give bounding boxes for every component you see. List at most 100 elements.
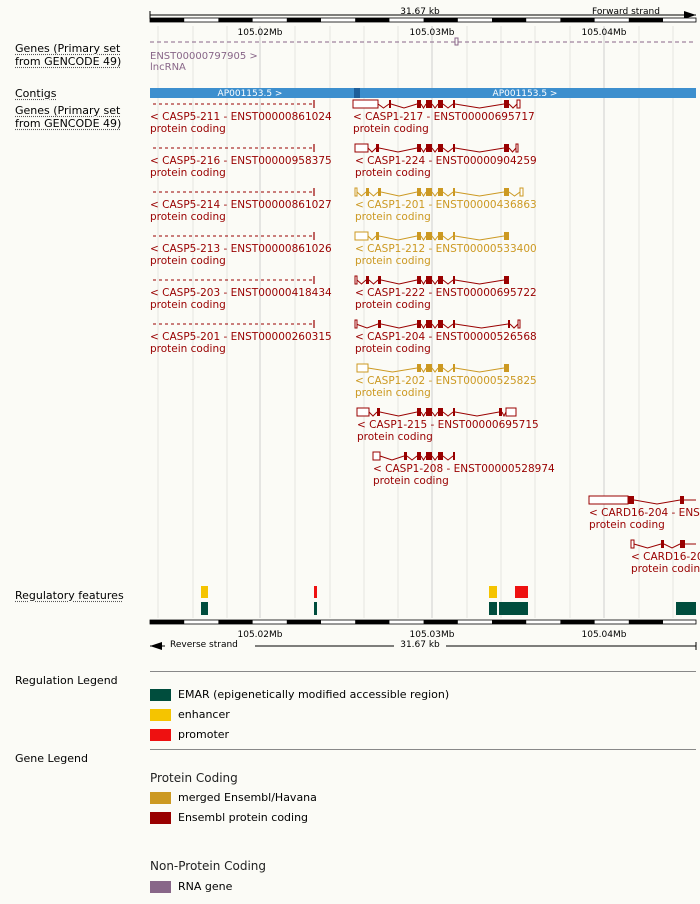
lncrna-transcript[interactable]: ENST00000797905 > lncRNA	[150, 37, 696, 73]
track-label-regulatory-features[interactable]: Regulatory features	[15, 589, 124, 602]
transcript-name: < CASP1-201 - ENST00000436863	[355, 199, 537, 211]
transcript-name: < CASP1-215 - ENST00000695715	[357, 419, 539, 431]
utr-block	[515, 143, 519, 153]
intron	[431, 367, 439, 373]
transcript-biotype: protein coding	[150, 299, 226, 311]
coding-exon	[453, 144, 455, 152]
intron	[367, 235, 377, 241]
track-label-genes-protein-coding[interactable]: Genes (Primary set from GENCODE 49)	[15, 104, 122, 130]
coding-exon	[404, 452, 407, 460]
transcript-biotype: protein coding	[373, 475, 449, 487]
lncrna-biotype: lncRNA	[150, 62, 186, 73]
transcript-biotype: protein coding	[353, 123, 429, 135]
intron	[454, 103, 505, 109]
transcript-biotype: protein coding	[355, 167, 431, 179]
intron	[442, 103, 454, 109]
coding-exon	[438, 188, 443, 196]
scale-segment	[355, 18, 390, 22]
intron	[431, 191, 439, 197]
transcript-biotype: protein coding	[357, 431, 433, 443]
promoter-feature	[314, 586, 317, 598]
scale-segment	[218, 18, 253, 22]
coding-exon	[417, 320, 421, 328]
coding-exon	[453, 452, 455, 460]
coding-exon	[453, 276, 455, 284]
coding-exon	[426, 276, 432, 284]
top-ruler: 31.67 kb Forward strand 105.02Mb 105.03M…	[149, 7, 697, 38]
track-label-contigs[interactable]: Contigs	[15, 87, 57, 100]
coding-exon	[426, 364, 432, 372]
intron	[454, 235, 505, 241]
intron	[633, 499, 681, 505]
promoter-swatch	[150, 729, 171, 741]
scale-segment	[628, 620, 663, 624]
grid-lines	[157, 26, 674, 618]
utr-block	[630, 539, 635, 549]
intron	[501, 411, 507, 418]
promoter-feature	[515, 586, 528, 598]
coding-exon	[453, 364, 455, 372]
bottom-tick-label-1: 105.02Mb	[238, 630, 283, 640]
coding-exon	[417, 276, 421, 284]
intron	[367, 147, 377, 153]
intron	[420, 323, 427, 329]
utr-block	[588, 495, 629, 505]
contig-label-2: AP001153.5 >	[493, 89, 558, 99]
bottom-tick-label-3: 105.04Mb	[582, 630, 627, 640]
coding-exon	[426, 100, 432, 108]
utr-block	[517, 319, 521, 329]
scale-segment	[423, 620, 458, 624]
intron	[420, 235, 427, 241]
coding-exon	[438, 232, 443, 240]
intron	[420, 279, 427, 285]
transcript-biotype: protein coding	[150, 211, 226, 223]
transcript-name: < CASP1-202 - ENST00000525825	[355, 375, 537, 387]
coding-exon	[680, 496, 684, 504]
intron	[378, 235, 418, 241]
track-label-genes-lncrna[interactable]: Genes (Primary set from GENCODE 49)	[15, 42, 122, 68]
coding-exon	[417, 232, 421, 240]
scale-segment	[218, 620, 253, 624]
intron	[663, 543, 681, 549]
scale-segment	[423, 18, 458, 22]
transcript-name: < CASP5-214 - ENST00000861027	[150, 199, 332, 211]
transcript-biotype: protein coding	[150, 123, 226, 135]
scale-segment	[286, 620, 321, 624]
intron	[420, 147, 427, 153]
intron	[454, 191, 505, 197]
coding-exon	[438, 144, 443, 152]
transcript-name: < CASP1-217 - ENST00000695717	[353, 111, 535, 123]
coding-exon	[378, 320, 381, 328]
scale-segment	[560, 620, 595, 624]
scale-segment	[150, 620, 185, 624]
intron	[379, 411, 418, 417]
utr-block	[519, 187, 524, 197]
transcript-name: < CASP1-208 - ENST00000528974	[373, 463, 555, 475]
emar-feature	[201, 602, 208, 615]
intron	[420, 103, 427, 109]
coding-exon	[417, 452, 421, 460]
coding-exon	[504, 188, 509, 196]
contig-bar[interactable]: AP001153.5 > AP001153.5 >	[150, 88, 696, 99]
intron	[442, 147, 454, 153]
scale-segment	[286, 18, 321, 22]
regulatory-features[interactable]	[201, 586, 696, 615]
